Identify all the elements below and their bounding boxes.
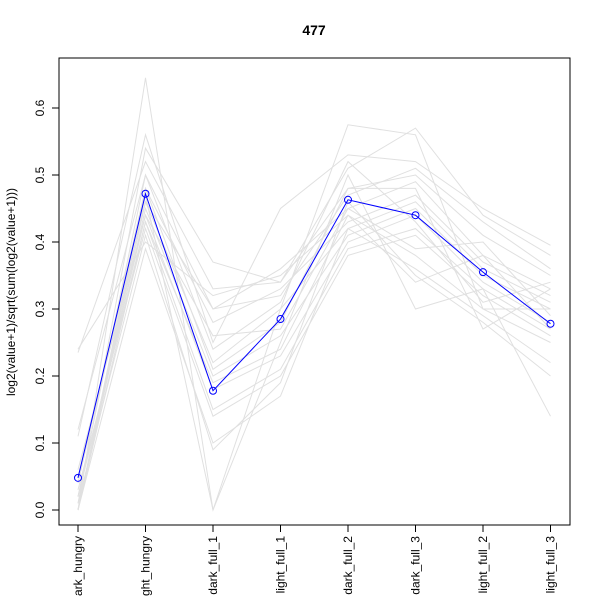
- background-series-line-20: [77, 214, 551, 511]
- highlight-point-light_full_3: [546, 319, 555, 328]
- highlight-point-dark_full_3: [411, 211, 420, 220]
- x-tick-label: ark_hungry: [71, 536, 85, 596]
- background-series-line-10: [77, 220, 551, 497]
- y-tick-label: 0.1: [33, 434, 47, 451]
- y-axis: 0.0 0.1 0.2 0.3 0.4 0.5 0.6: [33, 99, 60, 518]
- y-tick-label: 0.0: [33, 501, 47, 518]
- x-tick-label: dark_full_1: [206, 536, 220, 595]
- y-tick-label: 0.5: [33, 166, 47, 183]
- highlight-point-light_hungry: [141, 189, 150, 198]
- x-axis: ark_hungry ght_hungry dark_full_1 light_ful…: [71, 524, 558, 596]
- background-series-line-8: [77, 206, 551, 511]
- background-series-line-19: [77, 207, 551, 497]
- background-series-line-4: [77, 146, 551, 504]
- background-series-line-14: [77, 200, 551, 504]
- background-series-line-11: [77, 226, 551, 491]
- background-series-line-17: [77, 186, 551, 511]
- background-series-line-18: [77, 167, 551, 511]
- background-series-line-7: [77, 200, 551, 477]
- chart-title: 477: [302, 22, 326, 38]
- highlight-series-line: [77, 191, 551, 478]
- x-tick-label: ght_hungry: [139, 536, 153, 596]
- highlight-point-dark_full_2: [344, 195, 352, 204]
- background-series-group: [77, 77, 551, 512]
- x-tick-label: light_full_3: [544, 536, 558, 594]
- y-axis-label: log2(value+1)/sqrt(sum(log2(value+1))): [4, 188, 18, 396]
- x-tick-label: light_full_1: [274, 536, 288, 594]
- highlight-point-light_full_1: [276, 315, 285, 324]
- y-tick-label: 0.4: [33, 233, 47, 250]
- highlight-point-dark_hungry: [74, 473, 82, 482]
- background-series-line-16: [77, 160, 551, 430]
- highlight-point-light_full_2: [479, 268, 487, 277]
- y-tick-label: 0.3: [33, 300, 47, 317]
- background-series-line-9: [77, 213, 551, 470]
- background-series-line-3: [77, 127, 551, 353]
- highlight-series-group: [74, 189, 555, 482]
- y-tick-label: 0.6: [33, 99, 47, 116]
- background-series-line-1: [77, 77, 551, 511]
- background-series-line-13: [77, 227, 551, 511]
- x-tick-label: dark_full_2: [341, 536, 355, 595]
- y-tick-label: 0.2: [33, 367, 47, 384]
- x-tick-label: dark_full_3: [409, 536, 423, 595]
- highlight-point-dark_full_1: [209, 386, 217, 395]
- x-tick-label: light_full_2: [476, 536, 490, 594]
